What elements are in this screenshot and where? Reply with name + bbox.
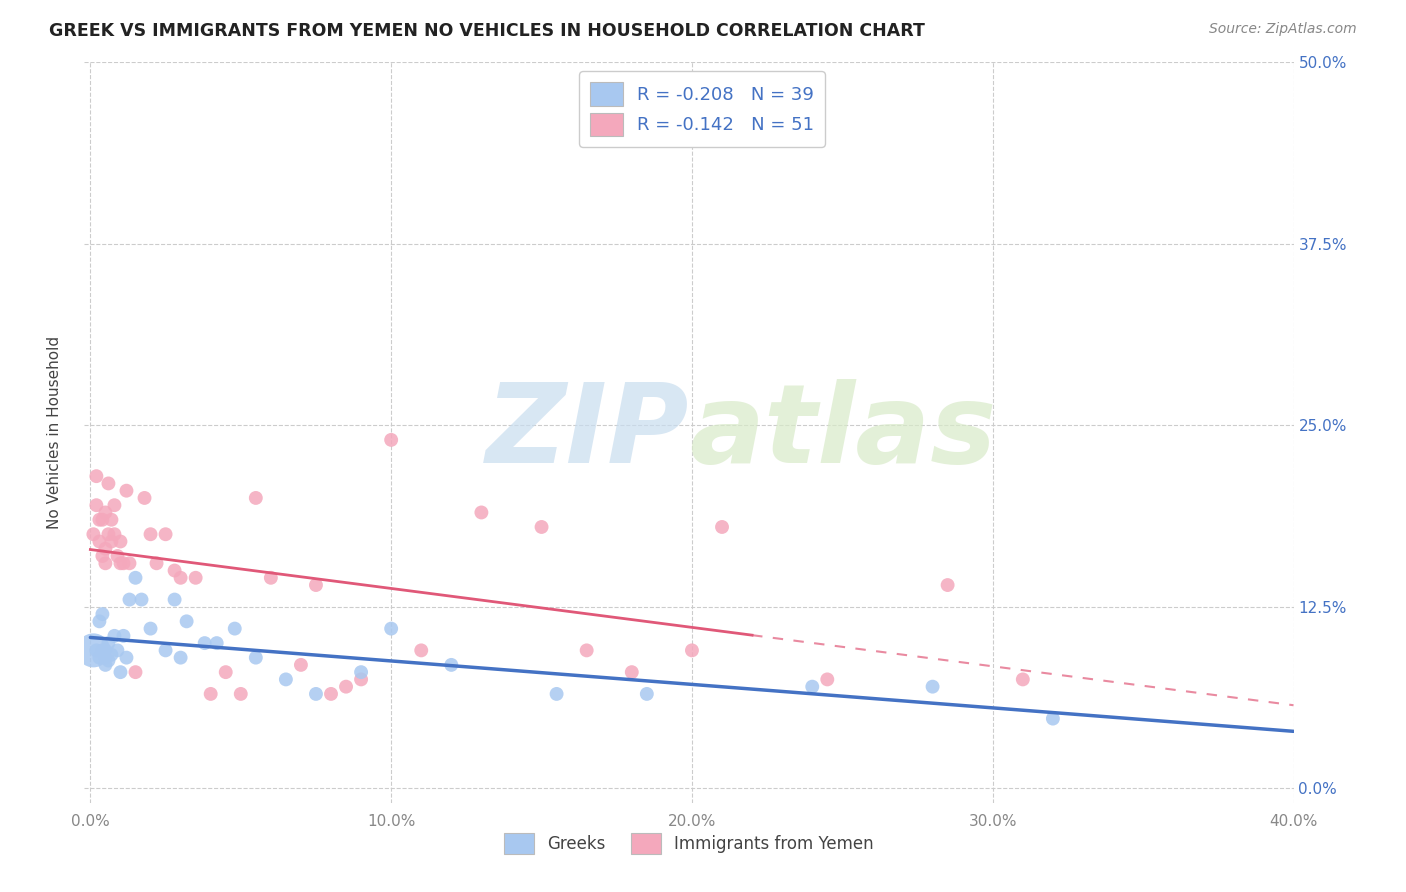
- Point: [100, 534, 122, 549]
- Point: [91, 607, 114, 621]
- Point: [94, 541, 117, 556]
- Point: [290, 657, 312, 672]
- Point: [100, 648, 122, 662]
- Point: [89, 534, 111, 549]
- Point: [245, 650, 267, 665]
- Point: [921, 680, 943, 694]
- Point: [184, 571, 207, 585]
- Point: [97, 527, 120, 541]
- Point: [103, 498, 125, 512]
- Point: [134, 491, 156, 505]
- Point: [94, 643, 117, 657]
- Point: [145, 556, 167, 570]
- Point: [1011, 673, 1033, 687]
- Point: [470, 506, 492, 520]
- Point: [91, 643, 114, 657]
- Point: [118, 592, 141, 607]
- Point: [115, 483, 138, 498]
- Point: [1042, 712, 1064, 726]
- Point: [124, 665, 146, 680]
- Point: [169, 650, 191, 665]
- Point: [205, 636, 228, 650]
- Text: GREEK VS IMMIGRANTS FROM YEMEN NO VEHICLES IN HOUSEHOLD CORRELATION CHART: GREEK VS IMMIGRANTS FROM YEMEN NO VEHICL…: [49, 22, 925, 40]
- Point: [82, 643, 104, 657]
- Point: [335, 680, 357, 694]
- Point: [89, 513, 111, 527]
- Point: [440, 657, 463, 672]
- Text: ZIP: ZIP: [485, 379, 689, 486]
- Point: [107, 549, 129, 563]
- Point: [94, 506, 117, 520]
- Point: [103, 629, 125, 643]
- Point: [94, 650, 117, 665]
- Point: [815, 673, 838, 687]
- Point: [118, 556, 141, 570]
- Point: [124, 571, 146, 585]
- Point: [91, 513, 114, 527]
- Point: [163, 564, 186, 578]
- Point: [115, 650, 138, 665]
- Point: [224, 622, 246, 636]
- Point: [936, 578, 959, 592]
- Point: [711, 520, 734, 534]
- Point: [319, 687, 342, 701]
- Point: [176, 615, 198, 629]
- Point: [380, 433, 402, 447]
- Point: [110, 534, 132, 549]
- Point: [155, 643, 177, 657]
- Point: [139, 527, 162, 541]
- Point: [350, 673, 373, 687]
- Point: [100, 513, 122, 527]
- Point: [139, 622, 162, 636]
- Point: [229, 687, 252, 701]
- Point: [112, 556, 135, 570]
- Point: [112, 629, 135, 643]
- Point: [89, 615, 111, 629]
- Point: [530, 520, 553, 534]
- Point: [274, 673, 297, 687]
- Point: [546, 687, 568, 701]
- Point: [163, 592, 186, 607]
- Point: [86, 643, 108, 657]
- Point: [245, 491, 267, 505]
- Point: [94, 657, 117, 672]
- Point: [94, 556, 117, 570]
- Point: [305, 687, 328, 701]
- Point: [194, 636, 217, 650]
- Point: [260, 571, 283, 585]
- Point: [97, 654, 120, 668]
- Point: [411, 643, 433, 657]
- Point: [215, 665, 238, 680]
- Point: [380, 622, 402, 636]
- Point: [110, 556, 132, 570]
- Point: [103, 527, 125, 541]
- Text: atlas: atlas: [689, 379, 997, 486]
- Point: [110, 665, 132, 680]
- Point: [169, 571, 191, 585]
- Point: [107, 643, 129, 657]
- Point: [86, 469, 108, 483]
- Point: [200, 687, 222, 701]
- Point: [801, 680, 824, 694]
- Point: [575, 643, 598, 657]
- Point: [620, 665, 643, 680]
- Point: [97, 476, 120, 491]
- Legend: Greeks, Immigrants from Yemen: Greeks, Immigrants from Yemen: [498, 826, 880, 861]
- Point: [350, 665, 373, 680]
- Point: [86, 498, 108, 512]
- Point: [681, 643, 703, 657]
- Point: [97, 636, 120, 650]
- Point: [636, 687, 658, 701]
- Text: Source: ZipAtlas.com: Source: ZipAtlas.com: [1209, 22, 1357, 37]
- Point: [305, 578, 328, 592]
- Point: [82, 527, 104, 541]
- Point: [91, 549, 114, 563]
- Point: [131, 592, 153, 607]
- Y-axis label: No Vehicles in Household: No Vehicles in Household: [48, 336, 62, 529]
- Point: [89, 650, 111, 665]
- Point: [155, 527, 177, 541]
